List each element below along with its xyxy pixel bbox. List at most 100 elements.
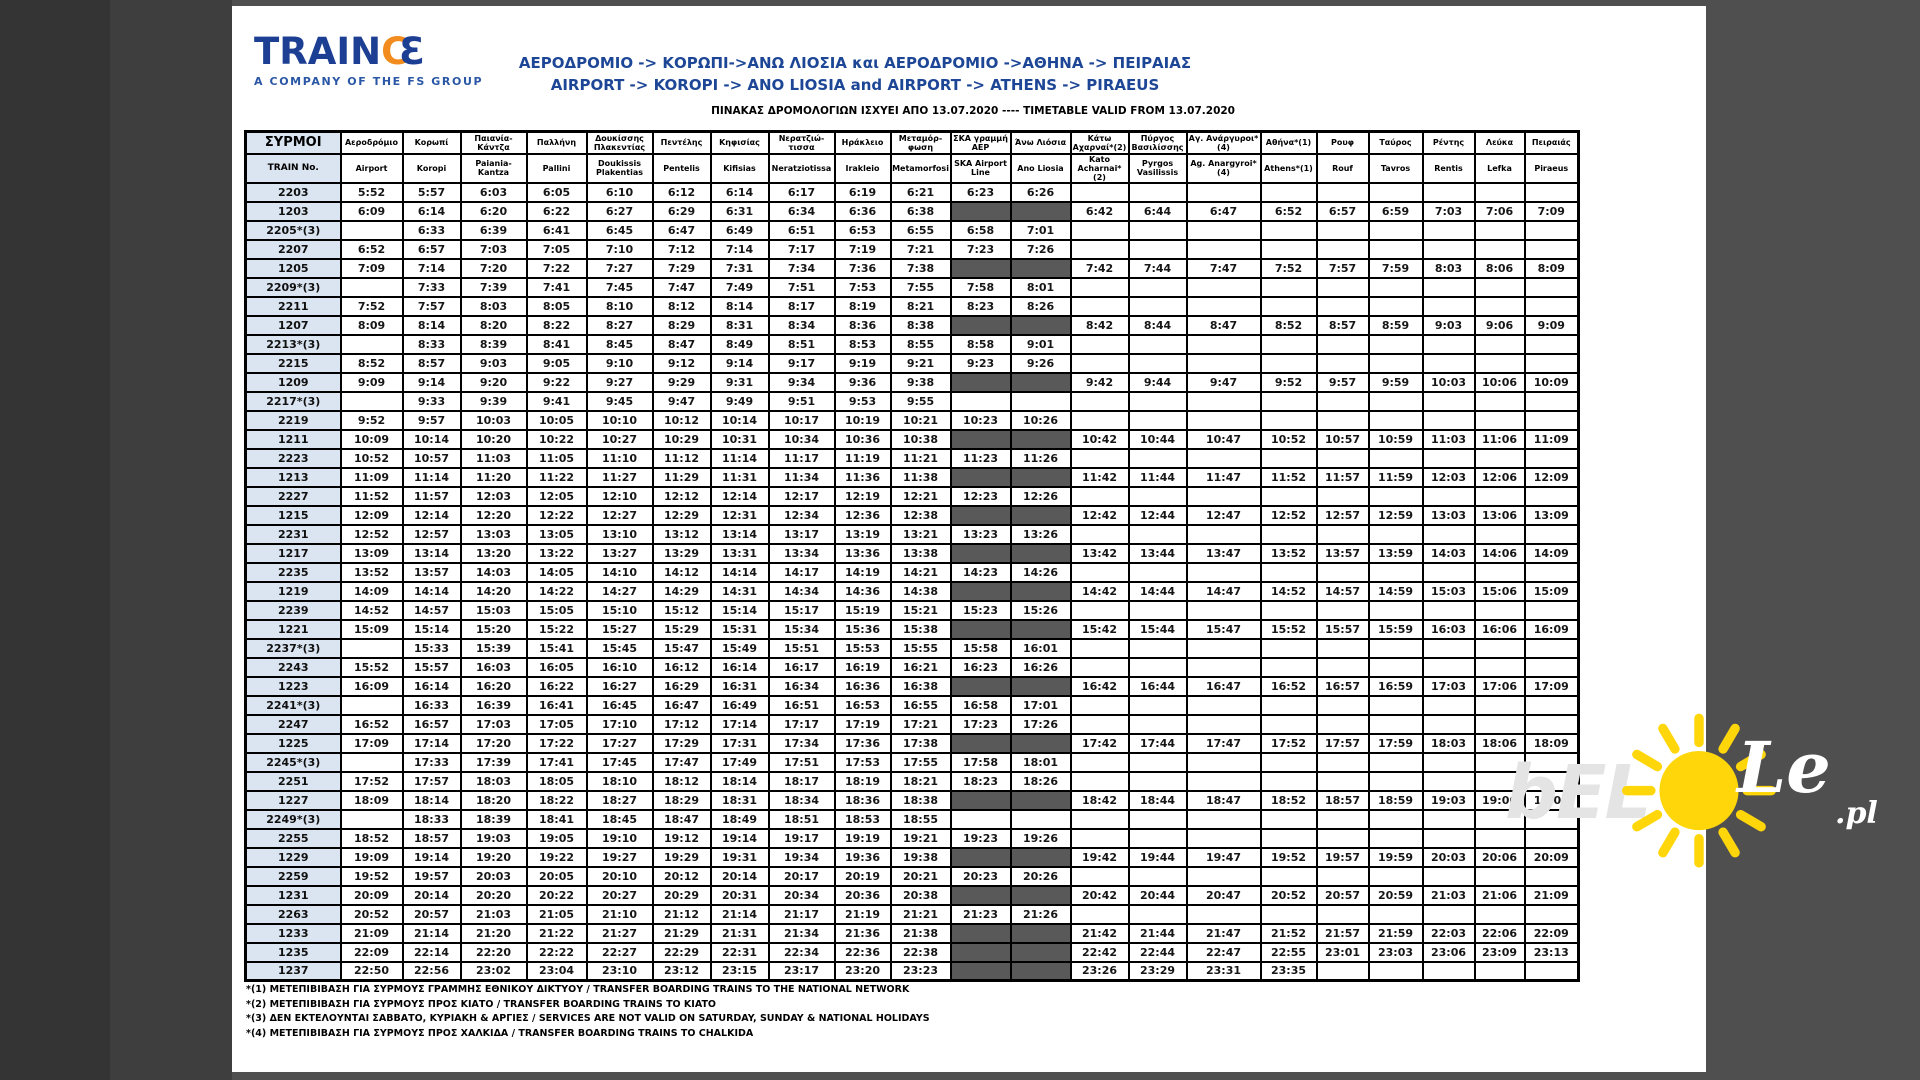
time-cell: 8:36 — [833, 314, 892, 336]
time-cell: 6:38 — [889, 200, 952, 222]
time-cell: 8:12 — [651, 295, 712, 317]
time-cell: 13:31 — [709, 542, 770, 564]
time-cell: 10:31 — [709, 428, 770, 450]
time-cell: 17:41 — [525, 751, 588, 773]
empty-cell — [1127, 181, 1188, 203]
empty-cell — [1069, 333, 1130, 355]
empty-cell — [1127, 903, 1188, 925]
time-cell: 14:59 — [1367, 580, 1424, 602]
time-cell: 15:52 — [339, 656, 404, 678]
time-cell: 16:51 — [767, 694, 836, 716]
time-cell: 21:17 — [767, 903, 836, 925]
empty-cell — [1367, 827, 1424, 849]
empty-cell — [1523, 808, 1580, 830]
timetable-row: 1237 22:50 22:56 23:02 23:04 23:10 23:12 23:15 2… — [244, 960, 1580, 982]
time-cell: 19:38 — [889, 846, 952, 868]
empty-cell — [1523, 865, 1580, 887]
time-cell: 12:20 — [459, 504, 528, 526]
time-cell: 6:21 — [889, 181, 952, 203]
time-cell: 7:03 — [459, 238, 528, 260]
empty-cell — [1185, 808, 1262, 830]
empty-cell — [1523, 276, 1580, 298]
time-cell: 18:01 — [1009, 751, 1072, 773]
no-service-cell — [1009, 941, 1072, 963]
time-cell: 18:14 — [709, 770, 770, 792]
time-cell: 6:10 — [585, 181, 654, 203]
station-header-en: Athens*(1) — [1259, 152, 1318, 184]
empty-cell — [1367, 276, 1424, 298]
empty-cell — [1185, 238, 1262, 260]
empty-cell — [1421, 447, 1476, 469]
time-cell: 19:42 — [1069, 846, 1130, 868]
time-cell: 8:06 — [1473, 257, 1526, 279]
time-cell: 13:21 — [889, 523, 952, 545]
time-cell: 9:03 — [459, 352, 528, 374]
time-cell: 10:17 — [767, 409, 836, 431]
time-cell: 7:47 — [1185, 257, 1262, 279]
time-cell: 11:26 — [1009, 447, 1072, 469]
time-cell: 18:20 — [459, 789, 528, 811]
empty-cell — [1127, 599, 1188, 621]
time-cell: 12:03 — [459, 485, 528, 507]
time-cell: 7:20 — [459, 257, 528, 279]
time-cell: 18:57 — [1315, 789, 1370, 811]
time-cell: 18:44 — [1127, 789, 1188, 811]
empty-cell — [1367, 656, 1424, 678]
empty-cell — [1367, 390, 1424, 412]
empty-cell — [1367, 409, 1424, 431]
time-cell: 7:38 — [889, 257, 952, 279]
train-number-cell: 1217 — [244, 542, 342, 564]
time-cell: 9:09 — [339, 371, 404, 393]
route-title-english: AIRPORT -> KOROPI -> ANO LIOSIA and AIRP… — [550, 76, 1160, 94]
time-cell: 6:39 — [459, 219, 528, 241]
time-cell: 13:26 — [1009, 523, 1072, 545]
time-cell: 11:05 — [525, 447, 588, 469]
time-cell: 18:12 — [651, 770, 712, 792]
time-cell: 9:17 — [767, 352, 836, 374]
time-cell: 10:44 — [1127, 428, 1188, 450]
timetable-row: 2251 17:52 17:57 18:03 18:05 18:10 18:12 18:14 1… — [244, 770, 1580, 792]
time-cell: 19:26 — [1009, 827, 1072, 849]
time-cell: 6:58 — [949, 219, 1012, 241]
time-cell: 16:52 — [339, 713, 404, 735]
time-cell: 21:36 — [833, 922, 892, 944]
time-cell: 6:33 — [401, 219, 462, 241]
time-cell: 13:57 — [401, 561, 462, 583]
time-cell: 19:57 — [1315, 846, 1370, 868]
train-number-cell: 2209*(3) — [244, 276, 342, 298]
time-cell: 15:42 — [1069, 618, 1130, 640]
time-cell: 18:26 — [1009, 770, 1072, 792]
empty-cell — [1473, 637, 1526, 659]
empty-cell — [1069, 390, 1130, 412]
time-cell: 8:57 — [401, 352, 462, 374]
time-cell: 12:21 — [889, 485, 952, 507]
no-service-cell — [949, 884, 1012, 906]
time-cell: 15:44 — [1127, 618, 1188, 640]
empty-cell — [1473, 485, 1526, 507]
time-cell: 11:57 — [401, 485, 462, 507]
timetable-row: 2255 18:52 18:57 19:03 19:05 19:10 19:12 19:14 1… — [244, 827, 1580, 849]
empty-cell — [1259, 694, 1318, 716]
time-cell: 15:45 — [585, 637, 654, 659]
time-cell: 15:47 — [1185, 618, 1262, 640]
time-cell: 12:38 — [889, 504, 952, 526]
timetable: ΣΥΡΜΟΙ Αεροδρόμιο Κορωπί Παιανία-Κάντζα Παλλ… — [244, 130, 1580, 982]
time-cell: 15:31 — [709, 618, 770, 640]
station-header-gr: Ρέντης — [1421, 130, 1476, 155]
time-cell: 18:52 — [1259, 789, 1318, 811]
empty-cell — [1185, 409, 1262, 431]
time-cell: 21:29 — [651, 922, 712, 944]
empty-cell — [1127, 447, 1188, 469]
station-header-en: Ano Liosia — [1009, 152, 1072, 184]
empty-cell — [1315, 276, 1370, 298]
time-cell: 8:03 — [459, 295, 528, 317]
footnote-1: *(1) ΜΕΤΕΠΙΒΙΒΑΣΗ ΓΙΑ ΣΥΡΜΟΥΣ ΓΡΑΜΜΗΣ ΕΘ… — [246, 984, 910, 995]
time-cell: 7:23 — [949, 238, 1012, 260]
empty-cell — [1421, 485, 1476, 507]
timetable-row: 1207 8:09 8:14 8:20 8:22 8:27 8:29 8:31 8:34 8:36… — [244, 314, 1580, 336]
station-header-en: Ag. Anargyroi*(4) — [1185, 152, 1262, 184]
timetable-body: 2203 5:52 5:57 6:03 6:05 6:10 6:12 6:14 6:17 6:19… — [244, 181, 1580, 982]
time-cell: 8:14 — [709, 295, 770, 317]
time-cell: 9:59 — [1367, 371, 1424, 393]
time-cell: 15:38 — [889, 618, 952, 640]
